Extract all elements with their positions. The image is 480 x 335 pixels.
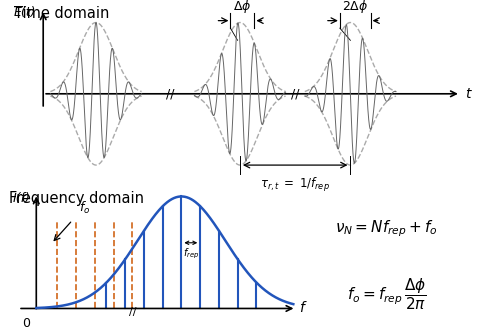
- Text: $\nu_N = Nf_{rep} + f_o$: $\nu_N = Nf_{rep} + f_o$: [335, 218, 438, 239]
- Text: $f_o$: $f_o$: [79, 200, 90, 216]
- Text: $2\Delta\phi$: $2\Delta\phi$: [342, 0, 368, 15]
- Text: Time domain: Time domain: [14, 6, 110, 21]
- Text: 0: 0: [22, 317, 30, 330]
- Text: //: //: [129, 307, 137, 317]
- Text: Frequency domain: Frequency domain: [9, 191, 144, 206]
- Text: E(t): E(t): [13, 6, 36, 19]
- Text: t: t: [466, 87, 471, 101]
- Text: $f_o = f_{rep}\,\dfrac{\Delta\phi}{2\pi}$: $f_o = f_{rep}\,\dfrac{\Delta\phi}{2\pi}…: [347, 276, 426, 312]
- Text: $\Delta\phi$: $\Delta\phi$: [233, 0, 252, 15]
- Text: I(f): I(f): [12, 192, 30, 205]
- Text: //: //: [291, 87, 300, 100]
- Text: $\tau_{r,t}\;=\;1/f_{rep}$: $\tau_{r,t}\;=\;1/f_{rep}$: [260, 176, 330, 194]
- Text: f: f: [300, 302, 304, 316]
- Text: $f_{rep}$: $f_{rep}$: [182, 247, 199, 261]
- Text: //: //: [166, 87, 175, 100]
